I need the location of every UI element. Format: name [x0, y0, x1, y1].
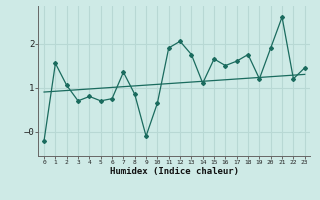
X-axis label: Humidex (Indice chaleur): Humidex (Indice chaleur) — [110, 167, 239, 176]
